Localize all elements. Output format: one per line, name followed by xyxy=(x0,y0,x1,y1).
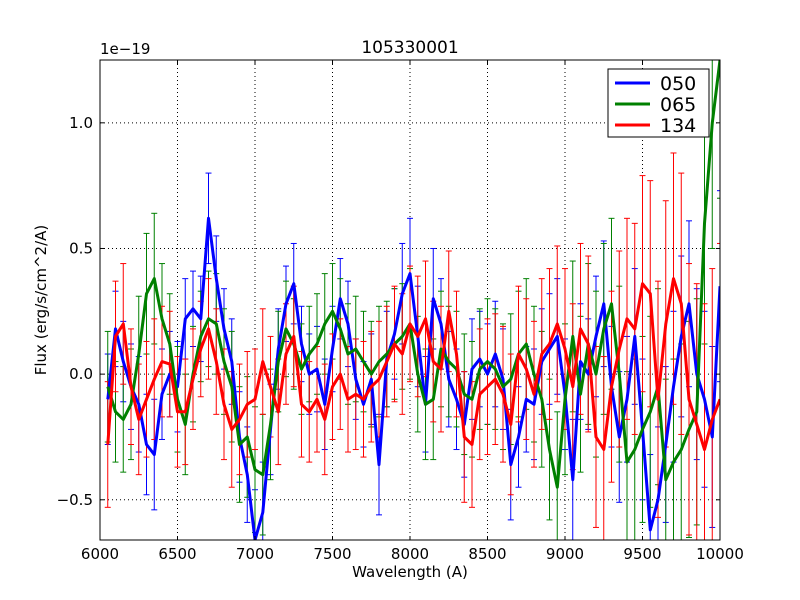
x-tick-label: 8500 xyxy=(468,545,506,563)
y-tick-label: 0.0 xyxy=(69,365,93,383)
x-tick-label: 7500 xyxy=(313,545,351,563)
legend-label-065: 065 xyxy=(660,94,696,116)
legend-label-134: 134 xyxy=(660,115,696,137)
x-tick-label: 9000 xyxy=(546,545,584,563)
x-axis-label: Wavelength (A) xyxy=(352,563,468,581)
y-tick-label: −0.5 xyxy=(57,491,93,509)
x-tick-label: 6000 xyxy=(81,545,119,563)
x-tick-label: 9500 xyxy=(623,545,661,563)
y-axis-label: Flux (erg/s/cm^2/A) xyxy=(32,225,50,376)
axis-ticks: 6000 6500 7000 7500 8000 8500 9000 9500 10000 −0.… xyxy=(57,60,744,563)
y-offset-text: 1e−19 xyxy=(100,40,150,58)
y-tick-label: 1.0 xyxy=(69,114,93,132)
series-line-134 xyxy=(106,277,720,451)
series-line-050 xyxy=(106,216,720,540)
x-tick-label: 7000 xyxy=(236,545,274,563)
x-tick-label: 6500 xyxy=(158,545,196,563)
x-tick-label: 10000 xyxy=(696,545,744,563)
series-lines xyxy=(106,60,720,540)
y-tick-label: 0.5 xyxy=(69,239,93,257)
legend-label-050: 050 xyxy=(660,73,696,95)
chart-title: 105330001 xyxy=(361,38,458,58)
x-tick-label: 8000 xyxy=(391,545,429,563)
